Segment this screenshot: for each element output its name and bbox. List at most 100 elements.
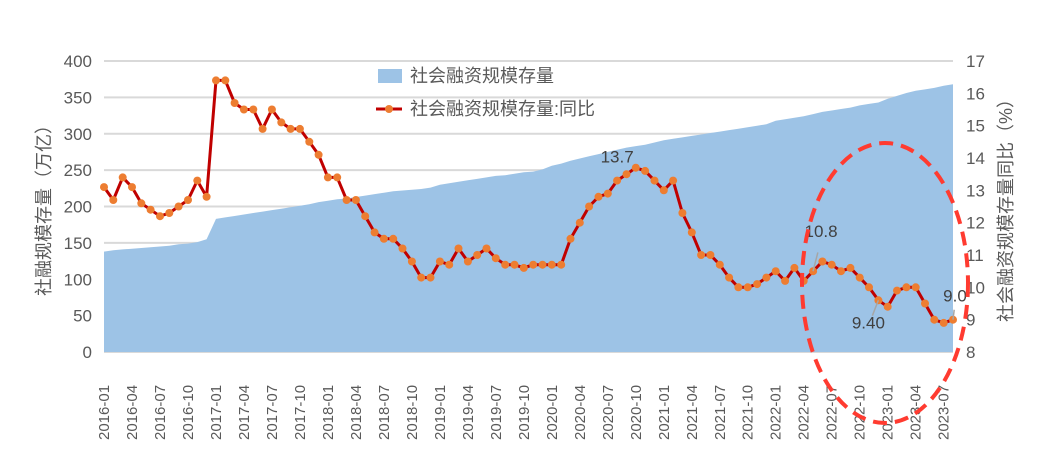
data-point-marker — [267, 105, 276, 114]
x-tick-label: 2023-07 — [936, 385, 953, 440]
left-tick-label: 250 — [64, 161, 92, 180]
data-point-marker — [538, 260, 547, 269]
data-point-marker — [435, 257, 444, 266]
label-leader-line — [871, 299, 880, 316]
data-point-marker — [641, 166, 650, 175]
data-point-marker — [921, 299, 929, 308]
left-tick-label: 300 — [64, 125, 92, 144]
data-point-marker — [575, 218, 584, 227]
data-point-marker — [128, 183, 136, 192]
data-point-marker — [743, 283, 752, 292]
data-point-marker — [239, 105, 248, 114]
data-point-marker — [351, 196, 360, 204]
x-tick-label: 2022-04 — [796, 385, 813, 440]
data-point-marker — [398, 244, 407, 253]
right-tick-label: 14 — [966, 149, 985, 168]
data-point-marker — [865, 283, 873, 292]
data-point-marker — [809, 267, 818, 276]
left-axis-ticks: 0 50 100 150 200 250 300 350 400 — [64, 52, 92, 362]
left-axis-title: 社融规模存量（万亿） — [34, 116, 54, 296]
x-tick-label: 2022-10 — [852, 385, 869, 440]
data-point-marker — [855, 273, 864, 282]
x-tick-label: 2017-10 — [292, 385, 309, 440]
x-axis-ticks: 2016-01 2016-04 2016-07 2016-10 2017-01 2017-… — [96, 385, 953, 440]
data-point-marker — [342, 196, 351, 204]
data-point-marker — [473, 251, 482, 259]
data-point-marker — [109, 196, 118, 204]
x-tick-label: 2016-01 — [96, 385, 113, 440]
data-point-marker — [902, 283, 911, 292]
data-point-marker — [379, 234, 388, 243]
data-point-marker — [407, 257, 416, 266]
data-point-marker — [463, 257, 472, 266]
x-tick-label: 2018-07 — [376, 385, 393, 440]
data-point-marker — [212, 76, 220, 85]
data-point-marker — [893, 286, 901, 295]
x-tick-label: 2020-01 — [544, 385, 561, 440]
data-point-marker — [725, 273, 734, 282]
data-point-marker — [883, 302, 892, 311]
legend-marker-icon — [385, 105, 393, 113]
data-point-marker — [361, 212, 370, 221]
data-point-marker — [156, 212, 164, 221]
right-tick-label: 15 — [966, 117, 985, 136]
right-axis-ticks: 8 9 10 11 12 13 14 15 16 17 — [966, 52, 985, 362]
data-point-marker — [137, 199, 146, 208]
data-point-marker — [445, 260, 454, 269]
x-tick-label: 2018-04 — [348, 385, 365, 440]
data-point-marker — [790, 263, 799, 272]
x-tick-label: 2017-04 — [236, 385, 253, 440]
data-label: 9.0 — [943, 287, 967, 306]
left-tick-label: 0 — [83, 343, 92, 362]
data-point-marker — [146, 205, 155, 214]
x-tick-label: 2016-04 — [124, 385, 141, 440]
data-point-marker — [939, 318, 948, 327]
data-point-marker — [771, 267, 780, 276]
data-point-marker — [426, 273, 435, 282]
data-labels: 13.7 10.8 9.40 9.0 — [601, 148, 967, 333]
x-tick-label: 2017-07 — [264, 385, 281, 440]
x-tick-label: 2019-04 — [460, 385, 477, 440]
right-tick-label: 12 — [966, 214, 985, 233]
left-tick-label: 400 — [64, 52, 92, 71]
x-tick-label: 2017-01 — [208, 385, 225, 440]
x-tick-label: 2023-01 — [880, 385, 897, 440]
data-label: 10.8 — [805, 222, 838, 241]
legend-line-label: 社会融资规模存量:同比 — [410, 99, 595, 119]
data-point-marker — [482, 244, 491, 253]
left-tick-label: 150 — [64, 234, 92, 253]
legend-area-label: 社会融资规模存量 — [410, 66, 554, 86]
data-point-marker — [911, 283, 920, 292]
left-tick-label: 100 — [64, 270, 92, 289]
x-tick-label: 2022-01 — [768, 385, 785, 440]
x-tick-label: 2016-07 — [152, 385, 169, 440]
area-series-stock — [104, 84, 953, 353]
x-tick-label: 2021-07 — [712, 385, 729, 440]
data-point-marker — [631, 163, 640, 172]
right-tick-label: 17 — [966, 52, 985, 71]
data-point-marker — [678, 209, 687, 217]
data-point-marker — [781, 276, 790, 285]
data-point-marker — [277, 118, 286, 127]
left-tick-label: 200 — [64, 198, 92, 217]
data-point-marker — [762, 273, 771, 282]
label-leader-line — [952, 309, 955, 320]
label-leader-line — [812, 252, 819, 272]
data-point-marker — [314, 150, 323, 159]
right-tick-label: 10 — [966, 278, 985, 297]
data-point-marker — [193, 176, 202, 185]
data-label: 13.7 — [601, 148, 634, 167]
data-point-marker — [818, 257, 827, 266]
data-point-marker — [547, 260, 556, 269]
data-point-marker — [622, 170, 631, 179]
data-label: 9.40 — [852, 313, 885, 332]
x-tick-label: 2020-04 — [572, 385, 589, 440]
data-point-marker — [510, 260, 519, 269]
data-point-marker — [305, 137, 314, 146]
x-tick-label: 2016-10 — [180, 385, 197, 440]
data-point-marker — [174, 202, 183, 211]
right-tick-label: 13 — [966, 181, 985, 200]
data-point-marker — [295, 124, 304, 133]
data-point-marker — [949, 315, 957, 324]
